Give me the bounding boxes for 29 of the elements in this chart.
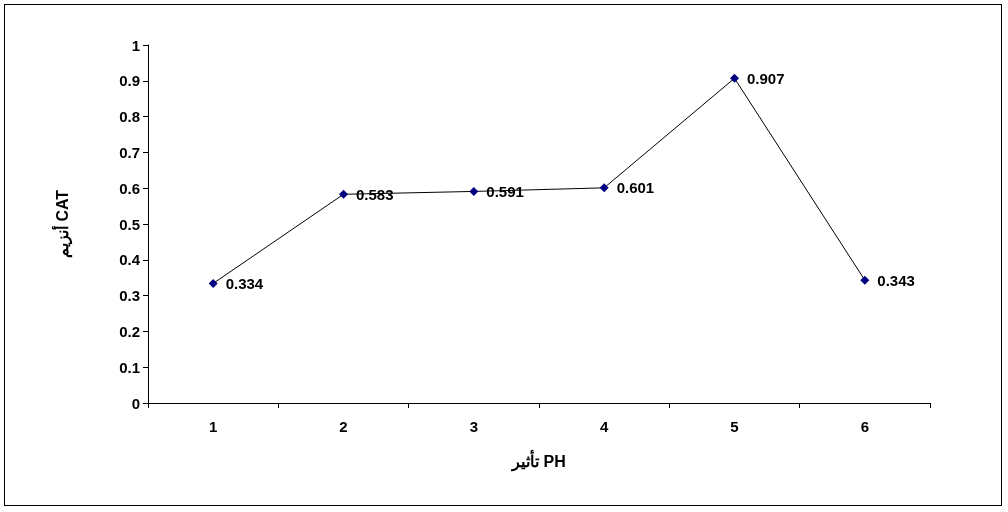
data-label: 0.343 — [877, 271, 915, 289]
x-axis-title: تأثير PH — [511, 448, 566, 472]
y-tick-label: 0.9 — [119, 72, 140, 90]
y-tick-label: 0.3 — [119, 287, 140, 305]
x-tick-label: 6 — [860, 418, 870, 435]
data-label: 0.907 — [747, 69, 785, 87]
data-label: 0.601 — [616, 179, 655, 197]
x-tick-label: 2 — [339, 418, 348, 435]
y-tick-label: 0.2 — [119, 322, 140, 340]
y-axis-title: أنزيم CAT — [50, 189, 73, 259]
x-tick-label: 5 — [730, 418, 739, 435]
point — [599, 183, 609, 193]
point — [860, 275, 870, 285]
y-tick-label: 0.8 — [119, 108, 140, 126]
x-tick-label: 3 — [469, 418, 479, 435]
point — [339, 189, 348, 199]
data-label: 0.334 — [225, 274, 264, 292]
y-tick-label: 0.1 — [119, 358, 140, 376]
y-tick-label: 0.7 — [119, 143, 140, 161]
y-tick-label: 0 — [131, 394, 140, 412]
x-tick-label: 1 — [208, 418, 218, 435]
point — [730, 73, 739, 83]
point — [469, 186, 479, 196]
y-tick-label: 0.6 — [119, 179, 140, 197]
y-tick-label: 1 — [131, 36, 140, 54]
y-tick-label: 0.4 — [119, 251, 141, 269]
y-tick-label: 0.5 — [119, 215, 140, 233]
x-tick-label: 4 — [599, 418, 609, 435]
point — [208, 278, 218, 288]
